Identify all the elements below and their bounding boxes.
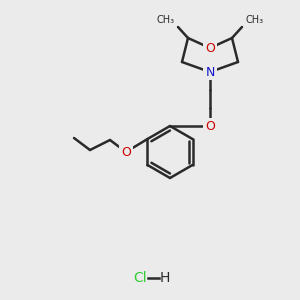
Text: CH₃: CH₃ bbox=[245, 15, 263, 25]
Text: N: N bbox=[205, 65, 215, 79]
Text: O: O bbox=[205, 119, 215, 133]
Text: O: O bbox=[121, 146, 131, 158]
Text: H: H bbox=[160, 271, 170, 285]
Text: O: O bbox=[205, 41, 215, 55]
Text: Cl: Cl bbox=[133, 271, 147, 285]
Text: CH₃: CH₃ bbox=[157, 15, 175, 25]
